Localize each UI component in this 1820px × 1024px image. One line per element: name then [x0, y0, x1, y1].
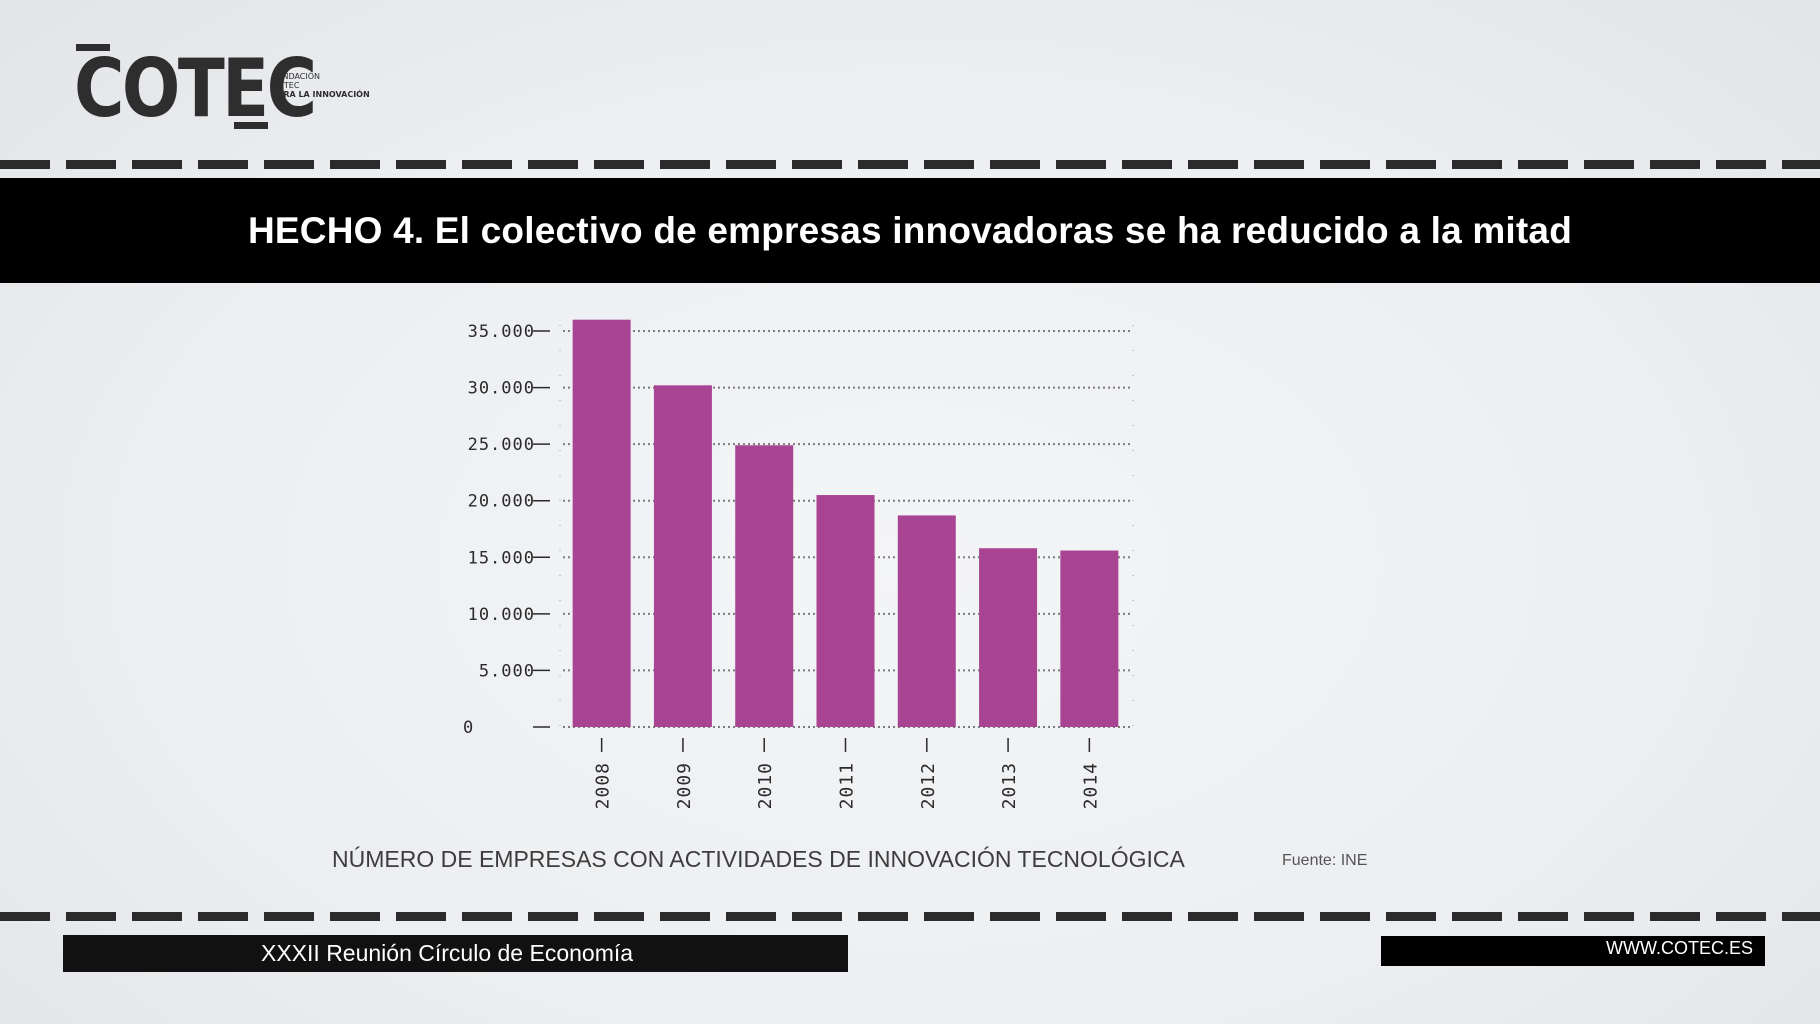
chart-caption: NÚMERO DE EMPRESAS CON ACTIVIDADES DE IN… — [332, 846, 1185, 872]
logo-word: COTEC — [74, 42, 317, 135]
cotec-logo: COTEC FUNDACIÓN COTEC PARA LA INNOVACIÓN — [74, 42, 374, 134]
logo-sub-line-3: PARA LA INNOVACIÓN — [272, 90, 370, 99]
y-tick-label: 30.000 — [468, 379, 535, 399]
x-tick-label: 2011 — [837, 762, 858, 809]
y-tick-label: 5.000 — [479, 661, 535, 681]
y-tick-label: 25.000 — [468, 435, 535, 455]
title-band: HECHO 4. El colectivo de empresas innova… — [0, 178, 1820, 283]
bar — [653, 385, 712, 727]
y-tick-label: 35.000 — [468, 322, 535, 342]
footer-event-label: XXXII Reunión Círculo de Economía — [63, 935, 848, 972]
logo-bar-top — [76, 44, 110, 51]
bar — [897, 515, 956, 727]
bottom-dashed-divider — [0, 912, 1820, 921]
logo-subtitle: FUNDACIÓN COTEC PARA LA INNOVACIÓN — [272, 72, 370, 99]
top-dashed-divider — [0, 160, 1820, 169]
y-tick-label: 10.000 — [468, 605, 535, 625]
x-tick-label: 2012 — [918, 762, 939, 809]
x-tick-label: 2014 — [1080, 762, 1101, 809]
y-tick-label: 20.000 — [468, 492, 535, 512]
x-tick-label: 2008 — [593, 762, 614, 809]
y-tick-label: 0 — [463, 718, 474, 738]
x-tick-label: 2009 — [674, 762, 695, 809]
y-tick-label: 15.000 — [468, 548, 535, 568]
x-tick-label: 2013 — [999, 762, 1020, 809]
bar — [1060, 550, 1119, 727]
logo-bar-bottom — [234, 122, 268, 129]
x-tick-label: 2010 — [755, 762, 776, 809]
bar — [816, 495, 875, 727]
logo-sub-line-2: COTEC — [272, 81, 300, 90]
bar — [979, 548, 1038, 727]
footer-website-link[interactable]: WWW.COTEC.ES — [1381, 936, 1765, 966]
bar — [735, 445, 794, 727]
logo-sub-line-1: FUNDACIÓN — [272, 72, 321, 81]
source-note: Fuente: INE — [1282, 852, 1368, 869]
page-title: HECHO 4. El colectivo de empresas innova… — [247, 209, 1573, 251]
bar — [572, 319, 631, 727]
